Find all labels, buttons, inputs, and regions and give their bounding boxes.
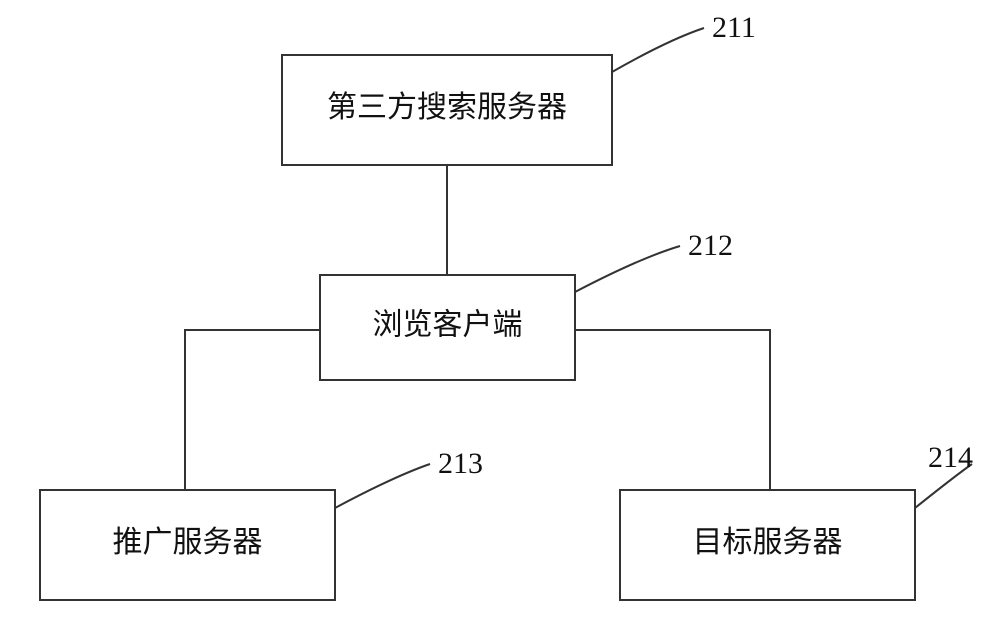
diagram-canvas: n211n212n212第三方搜索服务器211浏览客户端212推广服务器213目… [0,0,1000,639]
node-number: 211 [712,11,756,44]
node-label: 浏览客户端 [373,308,523,341]
node-label: 推广服务器 [113,526,263,559]
node-label: 目标服务器 [693,526,843,559]
node-label: 第三方搜索服务器 [327,91,567,124]
node-number: 213 [438,447,483,480]
node-number: 214 [928,441,973,474]
node-number: 212 [688,229,733,262]
